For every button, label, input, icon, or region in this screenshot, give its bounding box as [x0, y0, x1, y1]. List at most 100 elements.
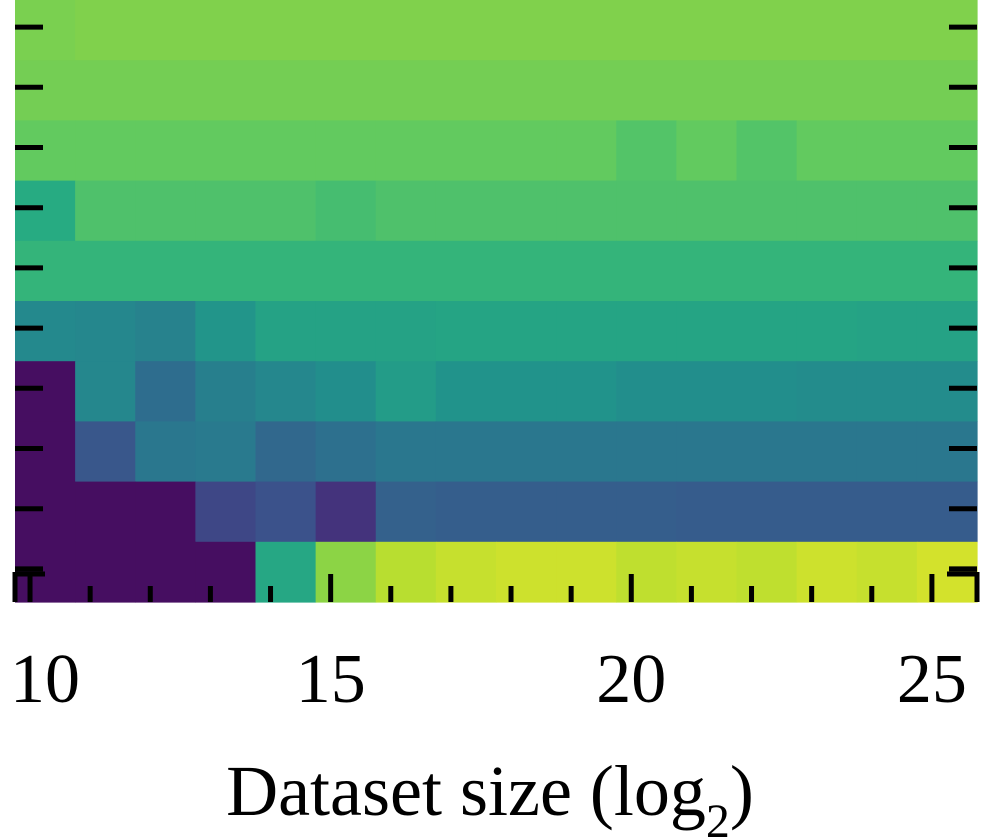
- heatmap-cell: [496, 481, 557, 543]
- heatmap-cell: [75, 0, 136, 61]
- heatmap-cell: [496, 0, 557, 61]
- heatmap-cell: [796, 361, 858, 422]
- heatmap-cell: [195, 481, 257, 543]
- heatmap-cell: [556, 240, 617, 302]
- heatmap-cell: [15, 120, 76, 182]
- heatmap-cell: [195, 120, 257, 182]
- heatmap-cell: [195, 421, 257, 483]
- heatmap-cell: [736, 301, 798, 362]
- heatmap-cell: [796, 301, 858, 362]
- heatmap-cell: [916, 361, 978, 422]
- heatmap-cell: [75, 481, 136, 543]
- heatmap-cell: [556, 60, 617, 121]
- heatmap-cell: [435, 481, 497, 543]
- heatmap-cell: [435, 240, 497, 302]
- heatmap-cell: [736, 120, 798, 182]
- heatmap-cell: [616, 301, 677, 362]
- heatmap-cell: [616, 421, 677, 483]
- heatmap-cell: [15, 361, 76, 422]
- x-tick-label: 10: [10, 641, 80, 718]
- heatmap-cell: [15, 0, 76, 61]
- heatmap-cell: [195, 301, 257, 362]
- heatmap-cell: [736, 240, 798, 302]
- heatmap-cell: [375, 240, 437, 302]
- heatmap-cell: [435, 120, 497, 182]
- heatmap-cell: [375, 481, 437, 543]
- heatmap-cell: [255, 240, 317, 302]
- heatmap-cell: [75, 120, 136, 182]
- x-tick-label: 20: [596, 641, 666, 718]
- heatmap-cell: [796, 120, 858, 182]
- heatmap-cell: [195, 361, 257, 422]
- heatmap-cell: [496, 180, 557, 242]
- heatmap-cell: [135, 120, 196, 182]
- heatmap-cell: [736, 180, 798, 242]
- heatmap-cell: [616, 120, 677, 182]
- heatmap-cell: [255, 481, 317, 543]
- heatmap-cell: [75, 60, 136, 121]
- heatmap-cell: [375, 120, 437, 182]
- heatmap-cell: [195, 541, 257, 603]
- heatmap-cell: [496, 421, 557, 483]
- heatmap-cell: [736, 481, 798, 543]
- heatmap-cell: [135, 541, 196, 603]
- heatmap-cell: [135, 481, 196, 543]
- heatmap-cell: [15, 421, 76, 483]
- heatmap-cell: [435, 180, 497, 242]
- x-axis-title-text: Dataset size (log: [226, 751, 706, 831]
- heatmap-cell: [796, 481, 858, 543]
- heatmap-cell: [916, 240, 978, 302]
- heatmap-cell: [496, 60, 557, 121]
- heatmap-cell: [255, 60, 317, 121]
- heatmap-cell: [75, 301, 136, 362]
- heatmap-cell: [556, 301, 617, 362]
- heatmap-cell: [255, 120, 317, 182]
- heatmap-cell: [496, 240, 557, 302]
- heatmap-cell: [375, 361, 437, 422]
- heatmap-cell: [315, 120, 377, 182]
- heatmap-cell: [556, 0, 617, 61]
- heatmap-cell: [255, 180, 317, 242]
- heatmap-cell: [315, 541, 377, 603]
- heatmap-cell: [315, 0, 377, 61]
- heatmap-cell: [315, 481, 377, 543]
- heatmap-cell: [676, 421, 738, 483]
- heatmap-cells: [15, 0, 978, 603]
- heatmap-cell: [856, 0, 918, 61]
- heatmap-cell: [856, 60, 918, 121]
- heatmap-cell: [916, 60, 978, 121]
- heatmap-cell: [375, 0, 437, 61]
- heatmap-cell: [796, 421, 858, 483]
- heatmap-cell: [496, 541, 557, 603]
- heatmap-cell: [616, 0, 677, 61]
- heatmap-cell: [856, 361, 918, 422]
- heatmap-cell: [916, 481, 978, 543]
- heatmap-cell: [856, 240, 918, 302]
- heatmap-cell: [135, 301, 196, 362]
- heatmap-cell: [556, 481, 617, 543]
- heatmap-cell: [375, 421, 437, 483]
- heatmap-cell: [75, 421, 136, 483]
- heatmap-cell: [856, 301, 918, 362]
- heatmap-cell: [856, 481, 918, 543]
- heatmap-cell: [435, 541, 497, 603]
- heatmap-cell: [856, 180, 918, 242]
- heatmap-cell: [496, 120, 557, 182]
- heatmap-cell: [616, 60, 677, 121]
- heatmap-cell: [676, 60, 738, 121]
- heatmap-cell: [736, 361, 798, 422]
- heatmap-cell: [916, 180, 978, 242]
- x-tick-labels: 10 15 20 25: [10, 641, 967, 718]
- heatmap-cell: [315, 421, 377, 483]
- x-tick-label: 15: [296, 641, 366, 718]
- heatmap-cell: [496, 361, 557, 422]
- heatmap-cell: [676, 120, 738, 182]
- axis-ticks: [12, 24, 980, 602]
- heatmap-cell: [15, 60, 76, 121]
- heatmap-cell: [856, 541, 918, 603]
- heatmap-cell: [676, 180, 738, 242]
- heatmap-cell: [195, 180, 257, 242]
- heatmap-cell: [796, 0, 858, 61]
- heatmap-cell: [435, 361, 497, 422]
- heatmap-cell: [315, 180, 377, 242]
